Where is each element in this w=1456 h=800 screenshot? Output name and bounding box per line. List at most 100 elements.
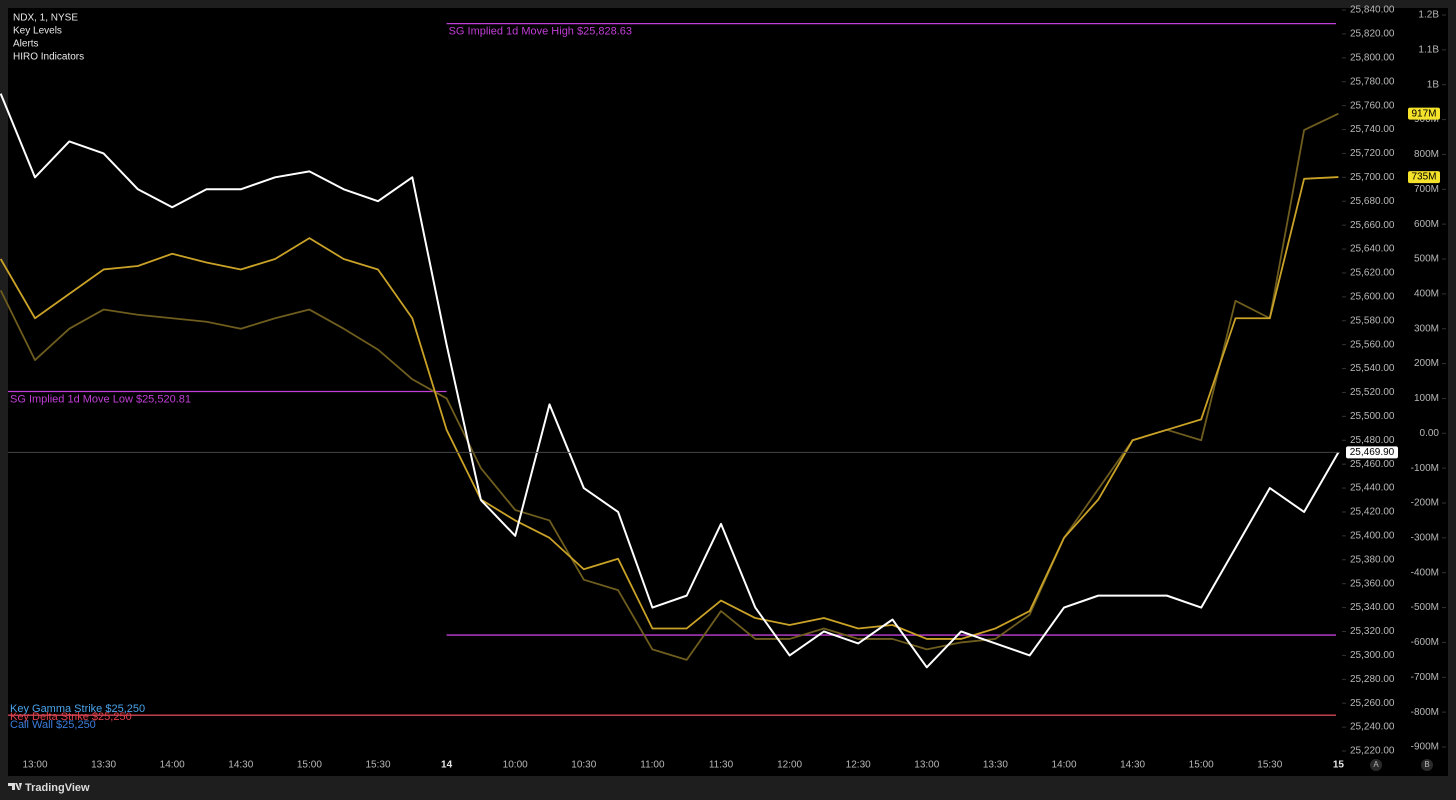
legend-line: Key Levels [13, 26, 62, 37]
x-tick-label: 13:30 [91, 760, 116, 771]
y2-tick-label: -900M [1411, 742, 1439, 753]
value-tag-label: 917M [1411, 108, 1436, 119]
y2-tick-label: 200M [1414, 358, 1439, 369]
footer [0, 776, 1456, 800]
y2-tick-label: 600M [1414, 219, 1439, 230]
x-tick-label: 13:30 [983, 760, 1008, 771]
x-tick-label: 12:00 [777, 760, 802, 771]
x-tick-label: 11:30 [709, 760, 734, 771]
y-tick-label: 25,340.00 [1350, 602, 1395, 613]
legend-line: HIRO Indicators [13, 52, 84, 63]
y-tick-label: 25,640.00 [1350, 244, 1395, 255]
y2-tick-label: 1B [1427, 79, 1440, 90]
x-tick-label: 14:00 [1051, 760, 1076, 771]
y2-tick-label: 1.2B [1418, 10, 1439, 21]
level-label: Key Delta Strike $25,250 [10, 711, 132, 723]
legend-line: Alerts [13, 39, 39, 50]
y-tick-label: 25,600.00 [1350, 291, 1395, 302]
y-tick-label: 25,520.00 [1350, 387, 1395, 398]
y-tick-label: 25,480.00 [1350, 435, 1395, 446]
level-label: SG Implied 1d Move High $25,828.63 [449, 25, 632, 37]
x-tick-label: 15:30 [1257, 760, 1282, 771]
value-tag [1346, 446, 1398, 459]
y-tick-label: 25,440.00 [1350, 483, 1395, 494]
y-tick-label: 25,420.00 [1350, 507, 1395, 518]
y-tick-label: 25,800.00 [1350, 52, 1395, 63]
x-tick-label: 12:30 [846, 760, 871, 771]
y-tick-label: 25,780.00 [1350, 76, 1395, 87]
y2-tick-label: 500M [1414, 254, 1439, 265]
x-tick-label: 14:30 [1120, 760, 1145, 771]
y2-tick-label: 900M [1414, 114, 1439, 125]
y-tick-label: 25,280.00 [1350, 674, 1395, 685]
series-line [0, 93, 1340, 669]
x-tick-label: 10:00 [503, 760, 528, 771]
y2-tick-label: -800M [1411, 707, 1439, 718]
y2-tick-label: 0.00 [1420, 428, 1440, 439]
series-line [0, 176, 1339, 640]
x-tick-label: 13:00 [914, 760, 939, 771]
y-tick-label: 25,380.00 [1350, 554, 1395, 565]
legend-line: NDX, 1, NYSE [13, 13, 78, 24]
x-tick-label: 10:30 [571, 760, 596, 771]
y-tick-label: 25,400.00 [1350, 531, 1395, 542]
value-tag [1408, 107, 1440, 120]
x-tick-label: 15:00 [1189, 760, 1214, 771]
x-tick-label: 14:30 [228, 760, 253, 771]
y-tick-label: 25,740.00 [1350, 124, 1395, 135]
x-tick-label: 15:30 [365, 760, 390, 771]
axis-button-label[interactable]: A [1373, 760, 1379, 769]
y-tick-label: 25,560.00 [1350, 339, 1395, 350]
y-tick-label: 25,240.00 [1350, 722, 1395, 733]
x-tick-label: 15 [1333, 760, 1345, 771]
y-tick-label: 25,220.00 [1350, 746, 1395, 757]
value-tag [1408, 171, 1440, 184]
y-tick-label: 25,460.00 [1350, 459, 1395, 470]
y2-tick-label: -200M [1411, 498, 1439, 509]
level-label: SG Implied 1d Move Low $25,520.81 [10, 393, 191, 405]
y-tick-label: 25,760.00 [1350, 100, 1395, 111]
y2-tick-label: 1.1B [1418, 44, 1439, 55]
level-label: Call Wall $25,250 [10, 719, 96, 731]
series-line [0, 112, 1339, 661]
y-tick-label: 25,720.00 [1350, 148, 1395, 159]
y2-tick-label: 800M [1414, 149, 1439, 160]
y-tick-label: 25,360.00 [1350, 578, 1395, 589]
x-tick-label: 14 [441, 760, 453, 771]
value-tag-label: 25,469.90 [1350, 447, 1395, 458]
y-tick-label: 25,260.00 [1350, 698, 1395, 709]
y-tick-label: 25,300.00 [1350, 650, 1395, 661]
axis-button[interactable] [1370, 759, 1382, 771]
axis-button[interactable] [1421, 759, 1433, 771]
x-tick-label: 11:00 [640, 760, 665, 771]
x-tick-label: 14:00 [160, 760, 185, 771]
x-tick-label: 13:00 [22, 760, 47, 771]
y2-tick-label: -600M [1411, 637, 1439, 648]
y-tick-label: 25,700.00 [1350, 172, 1395, 183]
level-label: Key Gamma Strike $25,250 [10, 703, 145, 715]
y2-tick-label: -400M [1411, 567, 1439, 578]
y2-tick-label: 100M [1414, 393, 1439, 404]
y-tick-label: 25,680.00 [1350, 196, 1395, 207]
y2-tick-label: -500M [1411, 602, 1439, 613]
brand-name: TradingView [25, 782, 90, 794]
y2-tick-label: 700M [1414, 184, 1439, 195]
y-tick-label: 25,660.00 [1350, 220, 1395, 231]
x-tick-label: 15:00 [297, 760, 322, 771]
y-tick-label: 25,840.00 [1350, 5, 1395, 16]
y2-tick-label: -100M [1411, 463, 1439, 474]
brand-logo [8, 783, 22, 790]
y-tick-label: 25,540.00 [1350, 363, 1395, 374]
y2-tick-label: 400M [1414, 288, 1439, 299]
y-tick-label: 25,500.00 [1350, 411, 1395, 422]
y-tick-label: 25,620.00 [1350, 268, 1395, 279]
axis-button-label[interactable]: B [1424, 760, 1429, 769]
y2-tick-label: 300M [1414, 323, 1439, 334]
y-tick-label: 25,820.00 [1350, 29, 1395, 40]
y-tick-label: 25,320.00 [1350, 626, 1395, 637]
value-tag-label: 735M [1411, 172, 1436, 183]
y2-tick-label: -700M [1411, 672, 1439, 683]
y2-tick-label: -300M [1411, 532, 1439, 543]
